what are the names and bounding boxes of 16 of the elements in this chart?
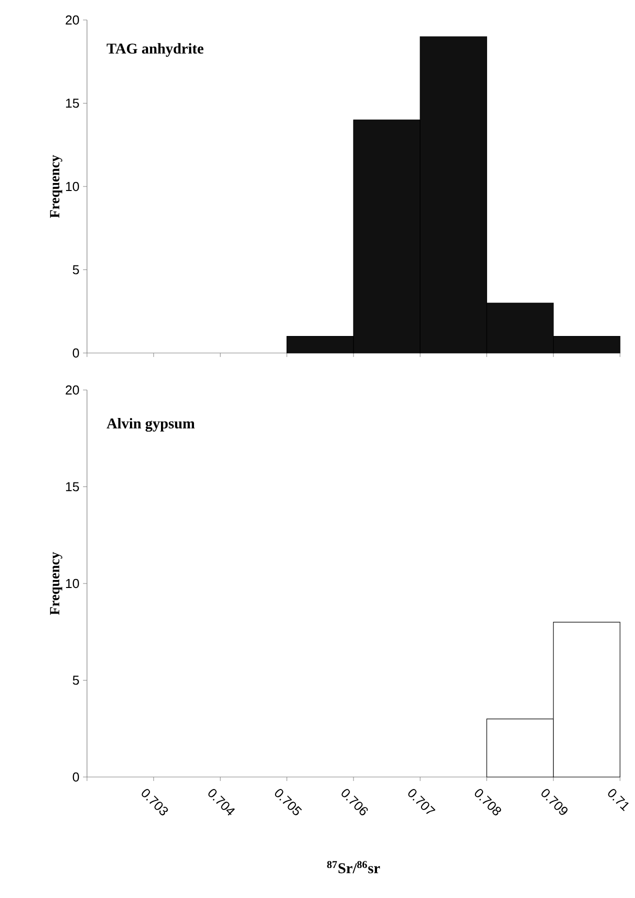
y-axis-title: Frequency <box>50 154 62 218</box>
y-axis-title: Frequency <box>50 552 62 615</box>
y-tick-label: 20 <box>66 15 79 25</box>
y-tick-label: 5 <box>72 265 79 274</box>
y-tick-label: 20 <box>66 385 79 395</box>
y-tick-label: 15 <box>66 98 79 108</box>
x-tick-label: 0.71 <box>608 789 628 812</box>
x-axis-title: $^{87}$Sr/$^{86}$sr <box>326 860 380 874</box>
y-tick-label: 10 <box>66 578 79 588</box>
text: Alvin gypsum <box>106 418 194 432</box>
y-tick-label: 5 <box>72 676 79 685</box>
y-tick-label: 10 <box>66 182 79 192</box>
y-tick-label: 0 <box>72 772 79 782</box>
y-tick-label: 15 <box>66 482 79 492</box>
y-tick-label: 0 <box>72 348 79 358</box>
text: TAG anhydrite <box>106 43 204 57</box>
